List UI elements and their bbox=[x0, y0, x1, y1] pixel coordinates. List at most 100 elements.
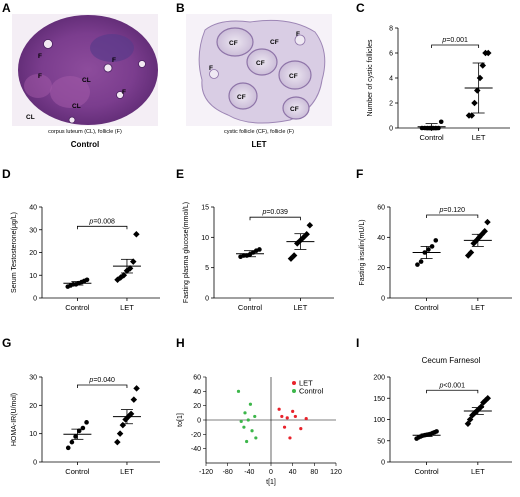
panel-letter-b: B bbox=[176, 1, 185, 15]
p-value-label: p=0.040 bbox=[88, 377, 115, 384]
data-point bbox=[84, 277, 90, 283]
svg-text:F: F bbox=[38, 53, 42, 60]
y-axis-label: Fasting plasma glucose(mmol/L) bbox=[183, 202, 190, 303]
panel-letter-d: D bbox=[2, 167, 11, 181]
y-tick-label: -40 bbox=[191, 446, 201, 453]
data-point bbox=[434, 429, 439, 434]
y-tick-label: 20 bbox=[193, 403, 201, 410]
data-point-let bbox=[293, 414, 297, 419]
p-value-label: p=0.008 bbox=[88, 218, 115, 225]
svg-text:CF: CF bbox=[229, 40, 238, 47]
chart-g: 0 10 20 30 HOMA-IR(U/mol) Control LET p=0.040 bbox=[11, 375, 160, 476]
data-point bbox=[116, 430, 124, 437]
y-tick-label: 2 bbox=[389, 101, 393, 108]
y-axis-label: Serum Testosterone(μg/L) bbox=[11, 212, 18, 293]
y-tick-label: 0 bbox=[33, 296, 37, 303]
follicle bbox=[43, 39, 53, 49]
p-value-label: p=0.001 bbox=[441, 37, 468, 44]
data-point bbox=[484, 394, 491, 402]
svg-text:CF: CF bbox=[237, 94, 246, 101]
y-tick-label: 20 bbox=[29, 403, 37, 410]
y-tick-label: 0 bbox=[381, 460, 385, 467]
data-point bbox=[306, 221, 314, 229]
y-tick-label: 60 bbox=[193, 375, 201, 382]
y-tick-label: 40 bbox=[377, 235, 385, 242]
y-tick-label: 40 bbox=[29, 205, 37, 212]
svg-text:CF: CF bbox=[290, 106, 299, 113]
data-point bbox=[133, 231, 140, 238]
legend-marker bbox=[292, 389, 296, 393]
chart-d: 0 10 20 30 40 Serum Testosterone(μg/L) Control… bbox=[11, 205, 160, 312]
x-tick-label: LET bbox=[472, 133, 486, 142]
svg-text:CL: CL bbox=[72, 103, 81, 110]
panel-letter-a: A bbox=[2, 1, 11, 15]
x-tick-label: LET bbox=[120, 303, 134, 312]
cystic-follicle bbox=[228, 82, 258, 110]
svg-text:F: F bbox=[38, 73, 42, 80]
follicle bbox=[68, 116, 76, 124]
y-tick-label: 60 bbox=[377, 205, 385, 212]
significance-bracket bbox=[426, 389, 479, 394]
y-tick-label: 10 bbox=[29, 431, 37, 438]
chart-f: 0 20 40 60 Fasting insulin(mU/L) Control LET p=… bbox=[359, 205, 512, 312]
data-point-let bbox=[280, 414, 284, 419]
x-tick-label: Control bbox=[65, 467, 90, 476]
caption-b: cystic follicle (CF), follicle (F) bbox=[224, 129, 294, 135]
y-tick-label: 4 bbox=[389, 76, 393, 83]
y-axis-label: HOMA-IR(U/mol) bbox=[11, 393, 18, 446]
data-point-let bbox=[291, 409, 295, 413]
data-point-let bbox=[299, 427, 303, 431]
y-tick-label: 10 bbox=[29, 273, 37, 280]
data-point-control bbox=[253, 414, 257, 419]
data-point-control bbox=[242, 425, 246, 429]
svg-text:CL: CL bbox=[82, 77, 91, 84]
svg-text:CF: CF bbox=[289, 73, 298, 80]
y-tick-label: 10 bbox=[201, 235, 209, 242]
y-tick-label: 200 bbox=[373, 375, 385, 382]
x-tick-label: Control bbox=[415, 467, 440, 476]
data-point-control bbox=[236, 389, 241, 393]
cystic-follicle bbox=[216, 27, 254, 57]
data-point bbox=[418, 259, 424, 264]
y-tick-label: 0 bbox=[197, 418, 201, 425]
group-label-b: LET bbox=[251, 140, 266, 149]
data-point bbox=[303, 231, 310, 238]
follicle bbox=[294, 34, 306, 46]
y-tick-label: 20 bbox=[377, 265, 385, 272]
cystic-follicle bbox=[282, 96, 310, 120]
y-tick-label: 20 bbox=[29, 250, 37, 257]
panel-letter-e: E bbox=[176, 167, 184, 181]
p-value-label: p=0.039 bbox=[261, 209, 288, 216]
significance-bracket bbox=[77, 384, 128, 388]
x-tick-label: -120 bbox=[199, 469, 213, 476]
y-tick-label: 0 bbox=[389, 126, 393, 133]
data-point bbox=[73, 434, 78, 439]
x-tick-label: LET bbox=[294, 303, 308, 312]
group-label-a: Control bbox=[71, 140, 99, 149]
panel-a: A F F F F CL CL CL corpus luteum (CL), f… bbox=[2, 1, 158, 149]
ovary-section bbox=[18, 15, 158, 125]
y-tick-label: 150 bbox=[373, 396, 385, 403]
panel-letter-f: F bbox=[356, 167, 363, 181]
data-point bbox=[129, 258, 137, 265]
data-point bbox=[114, 438, 121, 446]
data-point bbox=[468, 112, 476, 119]
data-point bbox=[126, 265, 134, 272]
data-point bbox=[84, 420, 89, 425]
y-axis-label: Number of cystic follicles bbox=[367, 39, 374, 117]
data-point bbox=[120, 271, 128, 279]
significance-bracket bbox=[77, 225, 128, 230]
data-point bbox=[433, 238, 439, 243]
svg-text:CF: CF bbox=[256, 60, 265, 67]
x-tick-label: LET bbox=[471, 303, 485, 312]
x-tick-label: Control bbox=[65, 303, 90, 312]
x-tick-label: Control bbox=[420, 133, 445, 142]
chart-c: 0 2 4 6 8 Number of cystic follicles Control LE… bbox=[367, 26, 510, 142]
y-tick-label: 6 bbox=[389, 51, 393, 58]
panel-b: B F CF CF CF CF CF F CF cystic follicle … bbox=[176, 1, 332, 149]
x-tick-label: -40 bbox=[244, 469, 254, 476]
svg-text:F: F bbox=[112, 57, 116, 64]
y-tick-label: -20 bbox=[191, 432, 201, 439]
chart-h: -120 -80 -40 0 40 80 120 -40 -20 0 20 40 60 t[1] to[1]… bbox=[177, 375, 342, 487]
